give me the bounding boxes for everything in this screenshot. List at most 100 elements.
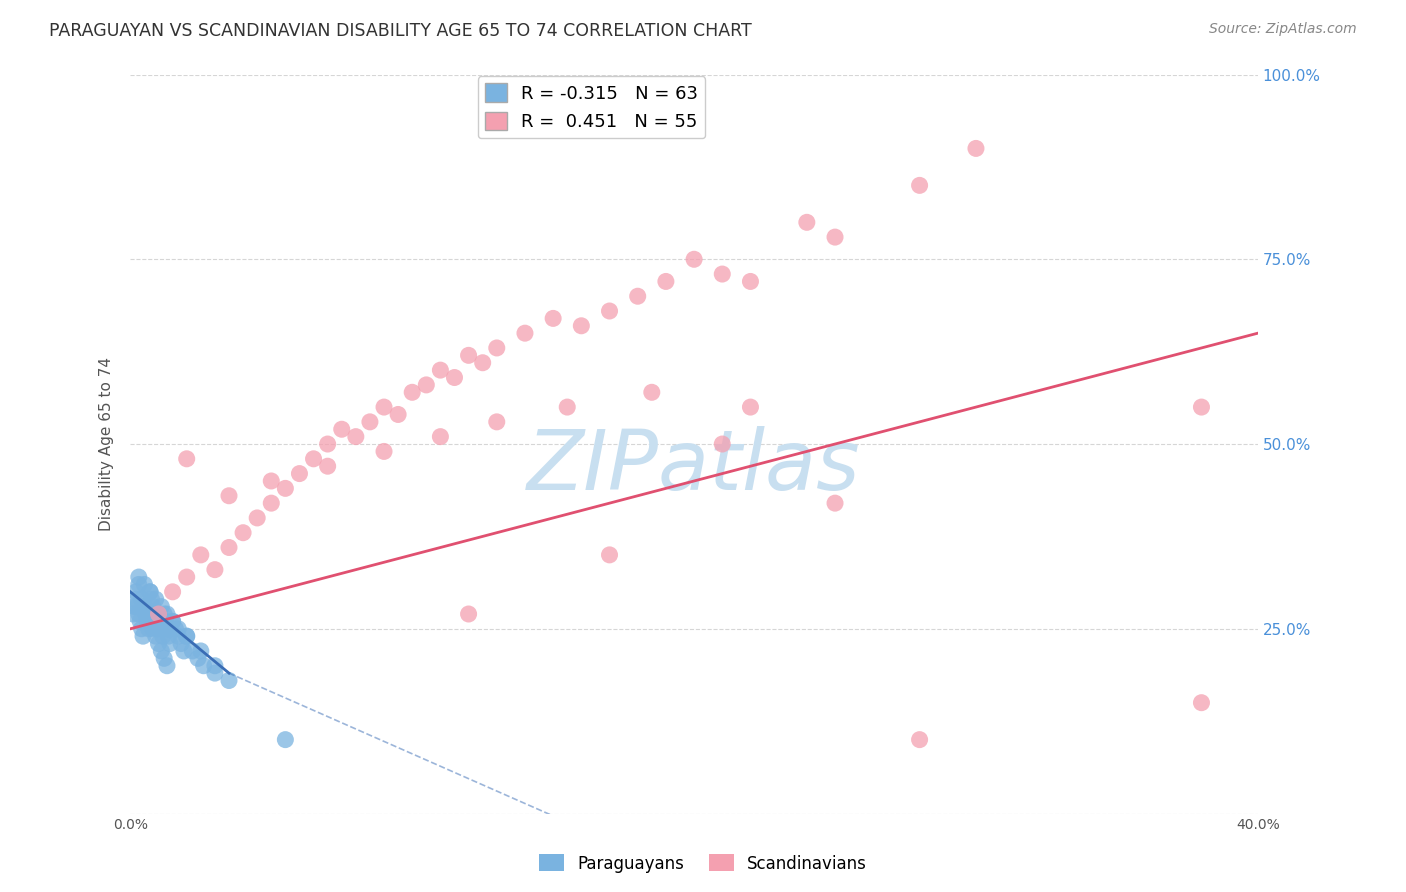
Point xyxy=(170,636,193,650)
Point xyxy=(471,356,494,370)
Point xyxy=(122,607,145,621)
Point xyxy=(139,584,162,599)
Point xyxy=(218,489,240,503)
Point xyxy=(159,622,181,636)
Point xyxy=(132,629,155,643)
Point xyxy=(145,592,167,607)
Point xyxy=(485,341,508,355)
Point xyxy=(181,644,204,658)
Point xyxy=(232,525,254,540)
Point xyxy=(156,622,179,636)
Point xyxy=(139,615,162,629)
Point xyxy=(443,370,465,384)
Point xyxy=(824,230,846,244)
Point xyxy=(655,275,678,289)
Text: Source: ZipAtlas.com: Source: ZipAtlas.com xyxy=(1209,22,1357,37)
Point xyxy=(204,563,226,577)
Point xyxy=(599,548,621,562)
Point xyxy=(150,644,173,658)
Point xyxy=(190,644,212,658)
Point xyxy=(134,599,156,614)
Point xyxy=(131,592,153,607)
Point xyxy=(599,304,621,318)
Legend: R = -0.315   N = 63, R =  0.451   N = 55: R = -0.315 N = 63, R = 0.451 N = 55 xyxy=(478,76,706,138)
Point xyxy=(740,400,762,414)
Point xyxy=(127,599,149,614)
Point xyxy=(167,629,190,643)
Point xyxy=(162,615,184,629)
Point xyxy=(401,385,423,400)
Point xyxy=(429,363,451,377)
Point xyxy=(415,378,437,392)
Point xyxy=(145,615,167,629)
Point xyxy=(373,444,395,458)
Point xyxy=(125,584,148,599)
Point xyxy=(344,430,367,444)
Point xyxy=(176,570,198,584)
Point xyxy=(157,629,180,643)
Point xyxy=(150,599,173,614)
Point xyxy=(159,636,181,650)
Point xyxy=(796,215,818,229)
Point xyxy=(124,599,146,614)
Point xyxy=(134,599,156,614)
Point xyxy=(155,615,177,629)
Point xyxy=(173,644,195,658)
Point xyxy=(429,430,451,444)
Point xyxy=(176,629,198,643)
Point xyxy=(485,415,508,429)
Point xyxy=(148,607,170,621)
Point xyxy=(142,599,165,614)
Point xyxy=(541,311,564,326)
Point xyxy=(908,178,931,193)
Point xyxy=(908,732,931,747)
Point xyxy=(204,666,226,681)
Point xyxy=(965,141,987,155)
Point xyxy=(148,636,170,650)
Point xyxy=(138,622,160,636)
Point xyxy=(150,622,173,636)
Point xyxy=(711,267,734,281)
Point xyxy=(125,592,148,607)
Point xyxy=(190,548,212,562)
Point xyxy=(740,275,762,289)
Point xyxy=(128,570,150,584)
Point xyxy=(129,615,152,629)
Point xyxy=(131,622,153,636)
Point xyxy=(555,400,578,414)
Legend: Paraguayans, Scandinavians: Paraguayans, Scandinavians xyxy=(531,847,875,880)
Point xyxy=(193,658,215,673)
Point xyxy=(141,592,163,607)
Point xyxy=(153,651,176,665)
Point xyxy=(153,607,176,621)
Point xyxy=(156,658,179,673)
Point xyxy=(1191,400,1213,414)
Point xyxy=(176,451,198,466)
Point xyxy=(683,252,706,267)
Point xyxy=(457,348,479,362)
Point xyxy=(152,629,174,643)
Point xyxy=(162,615,184,629)
Point xyxy=(330,422,353,436)
Point xyxy=(218,541,240,555)
Point xyxy=(136,615,159,629)
Point xyxy=(373,400,395,414)
Point xyxy=(627,289,650,303)
Point xyxy=(260,496,283,510)
Point xyxy=(187,651,209,665)
Point xyxy=(641,385,664,400)
Text: PARAGUAYAN VS SCANDINAVIAN DISABILITY AGE 65 TO 74 CORRELATION CHART: PARAGUAYAN VS SCANDINAVIAN DISABILITY AG… xyxy=(49,22,752,40)
Point xyxy=(143,607,166,621)
Point xyxy=(142,622,165,636)
Point xyxy=(136,607,159,621)
Point xyxy=(176,629,198,643)
Text: ZIPatlas: ZIPatlas xyxy=(527,425,860,507)
Point xyxy=(135,607,157,621)
Point xyxy=(824,496,846,510)
Point xyxy=(145,629,167,643)
Point xyxy=(149,615,172,629)
Point xyxy=(218,673,240,688)
Point xyxy=(274,732,297,747)
Point xyxy=(569,318,592,333)
Point xyxy=(146,622,169,636)
